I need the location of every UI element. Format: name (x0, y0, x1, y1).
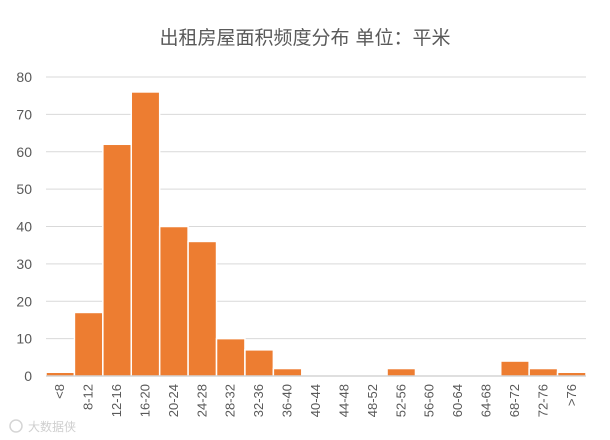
x-tick-label: >76 (564, 384, 579, 406)
bar (272, 367, 303, 377)
bar (130, 91, 161, 377)
x-tick-label: 16-20 (137, 384, 152, 417)
y-tick-label: 20 (16, 293, 32, 309)
x-tick-label: 56-60 (422, 384, 437, 417)
bar (556, 371, 587, 377)
bar (45, 371, 76, 377)
x-tick-label: 28-32 (223, 384, 238, 417)
bar (158, 225, 189, 377)
y-tick-label: 70 (16, 106, 32, 122)
bar (244, 349, 275, 377)
x-tick-label: 60-64 (450, 384, 465, 417)
x-tick-label: 40-44 (308, 384, 323, 417)
bars (45, 91, 587, 377)
bar (73, 311, 104, 377)
bar (499, 360, 530, 377)
x-tick-label: 8-12 (81, 384, 96, 410)
bar (215, 337, 246, 377)
y-tick-label: 10 (16, 331, 32, 347)
x-tick-label: 36-40 (280, 384, 295, 417)
bar (386, 367, 417, 377)
bar (528, 367, 559, 377)
y-tick-label: 80 (16, 69, 32, 85)
y-tick-label: 50 (16, 181, 32, 197)
x-tick-label: 12-16 (109, 384, 124, 417)
watermark: 大数据侠 (9, 419, 76, 434)
x-axis-ticks: <8 8-12 12-16 16-20 20-24 24-28 28-32 32-36 36-4… (52, 384, 579, 417)
y-tick-label: 40 (16, 219, 32, 235)
chart-title: 出租房屋面积频度分布 单位：平米 (159, 27, 450, 49)
y-tick-label: 30 (16, 256, 32, 272)
y-tick-label: 0 (24, 368, 32, 384)
x-tick-label: 52-56 (393, 384, 408, 417)
y-axis-ticks: 0 10 20 30 40 50 60 70 80 (16, 69, 32, 384)
y-tick-label: 60 (16, 144, 32, 160)
x-tick-label: 48-52 (365, 384, 380, 417)
x-tick-label: 20-24 (166, 384, 181, 417)
watermark-logo-icon (9, 419, 23, 433)
bar (102, 143, 133, 377)
x-tick-label: <8 (52, 384, 67, 399)
x-tick-label: 72-76 (535, 384, 550, 417)
x-tick-label: 44-48 (336, 384, 351, 417)
x-tick-label: 32-36 (251, 384, 266, 417)
x-tick-label: 64-68 (479, 384, 494, 417)
watermark-text: 大数据侠 (28, 419, 76, 434)
bar (187, 240, 218, 377)
x-tick-label: 68-72 (507, 384, 522, 417)
x-tick-label: 24-28 (194, 384, 209, 417)
